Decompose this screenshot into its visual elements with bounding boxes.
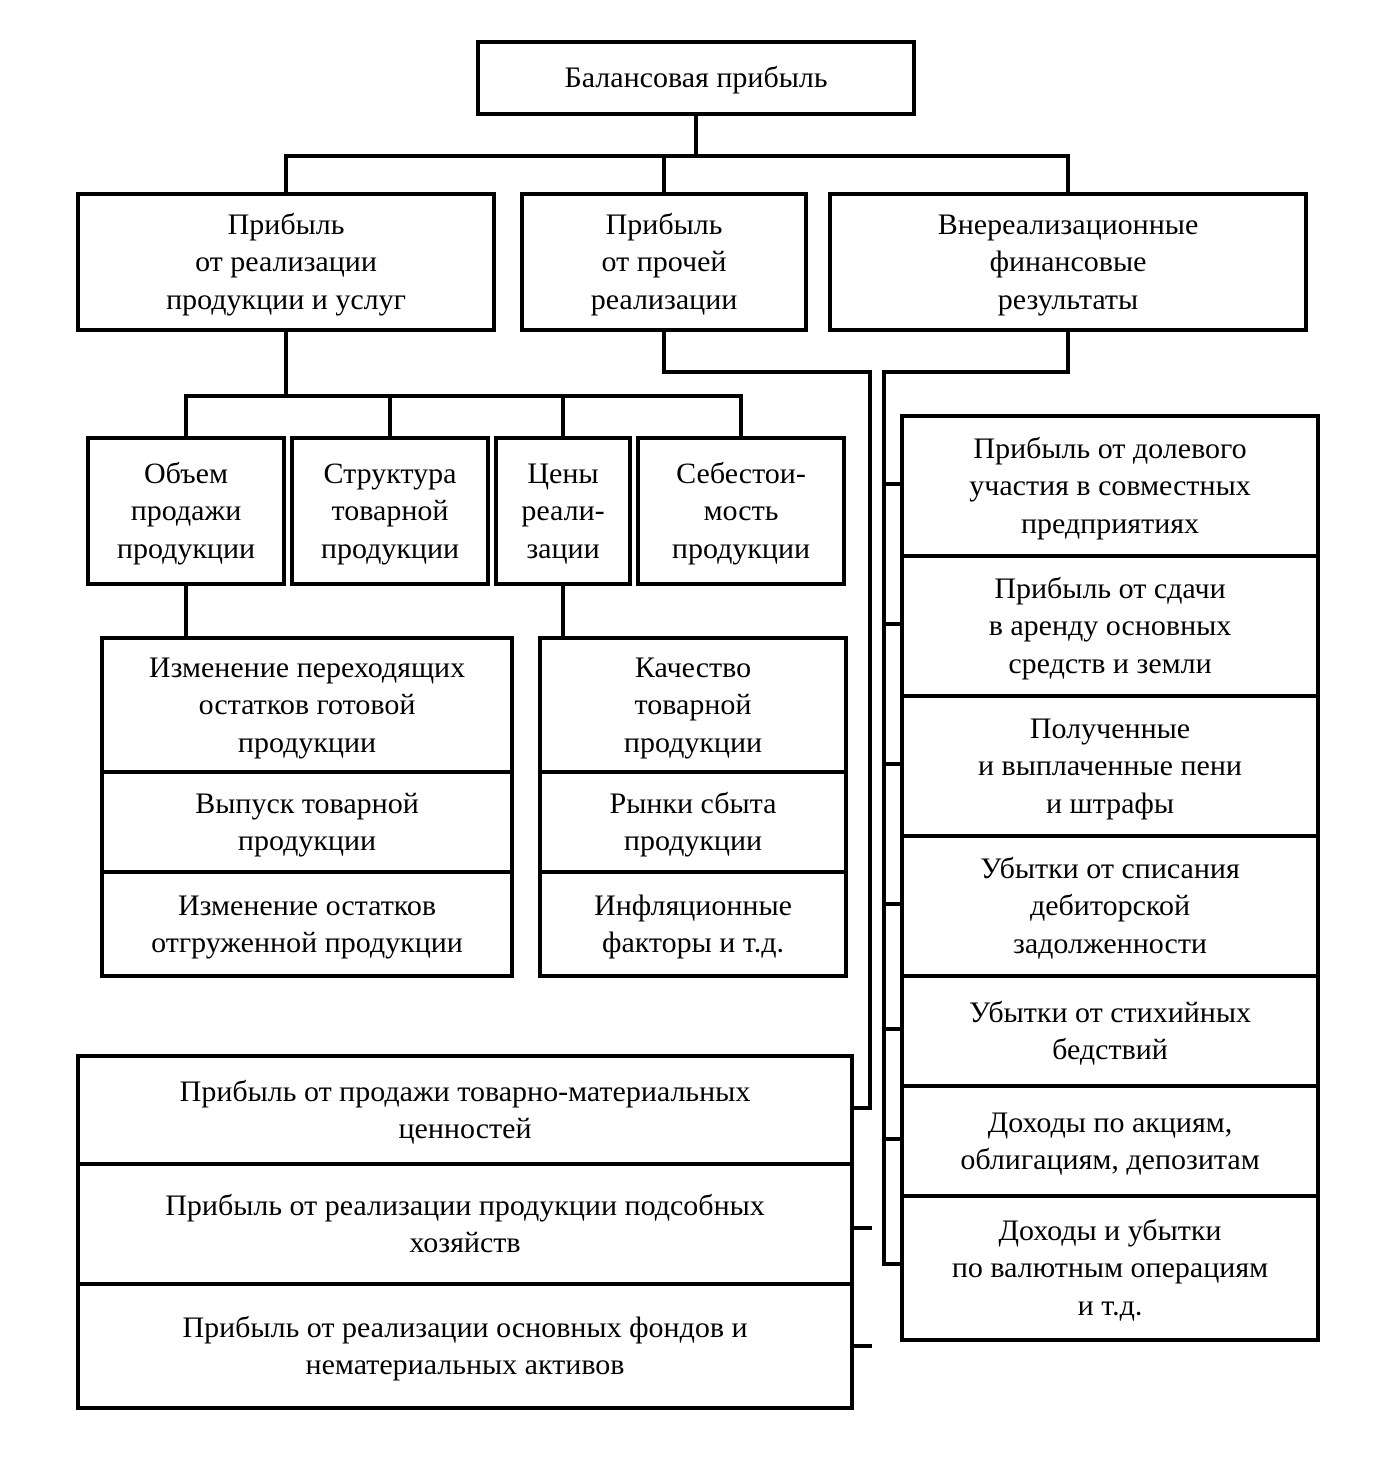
stack-cell: Выпуск товарной продукции <box>104 774 510 874</box>
node-l3c: Цены реали- зации <box>494 436 632 586</box>
node-l2c: Внереализационные финансовые результаты <box>828 192 1308 332</box>
node-label: Объем продажи продукции <box>117 455 255 568</box>
stack-nonoperating: Прибыль от долевого участия в совместных… <box>900 414 1320 1342</box>
node-label: Структура товарной продукции <box>321 455 459 568</box>
node-label: Прибыль от прочей реализации <box>591 206 738 319</box>
stack-cell: Изменение переходящих остатков готовой п… <box>104 640 510 774</box>
stack-cell: Качество товарной продукции <box>542 640 844 774</box>
node-l3b: Структура товарной продукции <box>290 436 490 586</box>
node-label: Прибыль от реализации продукции и услуг <box>166 206 406 319</box>
stack-cell: Прибыль от реализации основных фондов и … <box>80 1286 850 1406</box>
stack-price-factors: Качество товарной продукцииРынки сбыта п… <box>538 636 848 978</box>
node-label: Балансовая прибыль <box>564 59 827 97</box>
node-l2a: Прибыль от реализации продукции и услуг <box>76 192 496 332</box>
stack-cell: Доходы по акциям, облигациям, депозитам <box>904 1088 1316 1198</box>
stack-cell: Изменение остатков отгруженной продукции <box>104 874 510 974</box>
stack-cell: Инфляционные факторы и т.д. <box>542 874 844 974</box>
stack-cell: Прибыль от продажи товарно-материальных … <box>80 1058 850 1166</box>
node-l3a: Объем продажи продукции <box>86 436 286 586</box>
stack-cell: Прибыль от сдачи в аренду основных средс… <box>904 558 1316 698</box>
node-l2b: Прибыль от прочей реализации <box>520 192 808 332</box>
node-root: Балансовая прибыль <box>476 40 916 116</box>
node-label: Себестои- мость продукции <box>672 455 810 568</box>
stack-other-sales: Прибыль от продажи товарно-материальных … <box>76 1054 854 1410</box>
node-label: Цены реали- зации <box>521 455 604 568</box>
stack-cell: Прибыль от реализации продукции подсобны… <box>80 1166 850 1286</box>
stack-cell: Доходы и убытки по валютным операциям и … <box>904 1198 1316 1338</box>
stack-volume-factors: Изменение переходящих остатков готовой п… <box>100 636 514 978</box>
stack-cell: Рынки сбыта продукции <box>542 774 844 874</box>
node-l3d: Себестои- мость продукции <box>636 436 846 586</box>
stack-cell: Убытки от стихийных бедствий <box>904 978 1316 1088</box>
diagram-canvas: Балансовая прибыль Прибыль от реализации… <box>0 0 1392 1474</box>
stack-cell: Прибыль от долевого участия в совместных… <box>904 418 1316 558</box>
stack-cell: Полученные и выплаченные пени и штрафы <box>904 698 1316 838</box>
node-label: Внереализационные финансовые результаты <box>938 206 1199 319</box>
stack-cell: Убытки от списания дебиторской задолженн… <box>904 838 1316 978</box>
